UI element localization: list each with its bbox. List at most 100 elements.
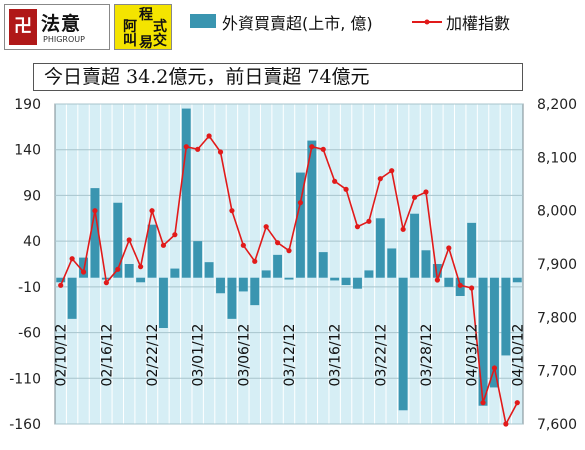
bar-net-buy-sell bbox=[250, 277, 260, 306]
logo2-char: 易 bbox=[139, 35, 153, 51]
legend-bar-swatch bbox=[190, 14, 216, 28]
x-axis-tick-label: 02/10/12 bbox=[54, 324, 70, 387]
chart-subtitle: 今日賣超 34.2億元，前日賣超 74億元 bbox=[33, 63, 523, 91]
x-axis-tick-label: 02/16/12 bbox=[99, 324, 115, 387]
index-point bbox=[503, 421, 509, 427]
index-point bbox=[377, 176, 383, 182]
index-point bbox=[138, 264, 144, 270]
index-point bbox=[80, 269, 87, 275]
index-point bbox=[126, 237, 132, 243]
bar-net-buy-sell bbox=[56, 277, 66, 283]
index-point bbox=[400, 226, 406, 232]
index-point bbox=[514, 400, 520, 406]
index-point bbox=[274, 240, 281, 246]
index-point bbox=[58, 282, 64, 288]
index-point bbox=[491, 365, 498, 371]
index-point bbox=[286, 248, 292, 254]
index-point bbox=[160, 242, 167, 248]
right-axis-tick-label: 7,900 bbox=[537, 257, 577, 273]
legend-bar-label: 外資買賣超(上市, 億) bbox=[222, 14, 373, 33]
index-point bbox=[389, 168, 395, 174]
index-point bbox=[103, 280, 109, 286]
bar-net-buy-sell bbox=[227, 277, 237, 319]
bar-net-buy-sell bbox=[90, 188, 100, 278]
logo2-char: 程 bbox=[139, 7, 153, 23]
bar-net-buy-sell bbox=[158, 277, 168, 328]
bar-net-buy-sell bbox=[444, 277, 454, 287]
bar-net-buy-sell bbox=[432, 264, 442, 278]
bar-net-buy-sell bbox=[307, 140, 317, 278]
bar-net-buy-sell bbox=[341, 277, 351, 286]
left-axis-tick-label: 40 bbox=[23, 234, 41, 250]
index-point bbox=[423, 189, 429, 195]
bar-net-buy-sell bbox=[512, 277, 522, 283]
index-point bbox=[411, 194, 418, 200]
bar-net-buy-sell bbox=[273, 254, 283, 278]
right-axis-tick-label: 7,800 bbox=[537, 310, 577, 326]
index-point bbox=[252, 258, 258, 264]
index-point bbox=[332, 178, 338, 184]
bar-net-buy-sell bbox=[421, 250, 431, 278]
logo2-char: 式 bbox=[153, 19, 167, 35]
left-axis-tick-label: 190 bbox=[14, 97, 41, 113]
index-point bbox=[366, 218, 372, 224]
index-point bbox=[69, 256, 75, 262]
index-point bbox=[309, 144, 315, 150]
bar-net-buy-sell bbox=[490, 277, 499, 388]
x-axis-tick-label: 03/16/12 bbox=[328, 324, 344, 387]
bar-net-buy-sell bbox=[170, 268, 180, 278]
bar-net-buy-sell bbox=[467, 222, 477, 278]
x-axis-tick-label: 03/22/12 bbox=[373, 324, 389, 387]
x-axis-tick-label: 03/06/12 bbox=[236, 324, 252, 387]
left-axis-tick-label: -110 bbox=[9, 371, 41, 387]
left-axis-tick-label: -60 bbox=[18, 326, 41, 342]
index-point bbox=[480, 400, 486, 406]
bar-net-buy-sell bbox=[410, 213, 420, 278]
bar-net-buy-sell bbox=[387, 248, 397, 278]
index-point bbox=[115, 266, 121, 272]
bar-net-buy-sell bbox=[284, 277, 294, 280]
index-point bbox=[320, 146, 326, 152]
bar-net-buy-sell bbox=[193, 241, 203, 278]
index-point bbox=[229, 208, 235, 214]
x-axis-tick-label: 04/03/12 bbox=[465, 324, 481, 387]
bar-net-buy-sell bbox=[124, 264, 134, 278]
x-axis-tick-label: 04/10/12 bbox=[510, 324, 526, 387]
right-axis-tick-label: 8,000 bbox=[537, 204, 577, 220]
bar-net-buy-sell bbox=[181, 108, 191, 278]
right-axis-tick-label: 8,200 bbox=[537, 97, 577, 113]
index-point bbox=[457, 282, 463, 288]
index-point bbox=[149, 208, 155, 214]
bar-net-buy-sell bbox=[295, 172, 305, 278]
index-point bbox=[434, 277, 440, 283]
bar-net-buy-sell bbox=[398, 277, 408, 411]
left-axis-tick-label: 90 bbox=[23, 188, 41, 204]
phigroup-logo: 卍 法意 PHIGROUP bbox=[4, 4, 110, 50]
bar-net-buy-sell bbox=[261, 270, 271, 278]
bar-net-buy-sell bbox=[375, 218, 385, 278]
left-axis-tick-label: -160 bbox=[9, 417, 41, 433]
x-axis-tick-label: 02/22/12 bbox=[145, 324, 161, 387]
bar-net-buy-sell bbox=[238, 277, 248, 292]
x-axis-tick-label: 03/01/12 bbox=[191, 324, 207, 387]
bar-net-buy-sell bbox=[204, 262, 214, 278]
logo2-char: 阿 bbox=[123, 19, 137, 35]
bar-net-buy-sell bbox=[353, 277, 362, 289]
bar-net-buy-sell bbox=[136, 277, 146, 283]
index-point bbox=[469, 285, 475, 291]
index-point bbox=[206, 133, 212, 139]
x-axis-tick-label: 03/28/12 bbox=[419, 324, 435, 387]
bar-net-buy-sell bbox=[318, 252, 328, 278]
legend-line-swatch bbox=[412, 19, 442, 25]
left-axis-tick-label: 140 bbox=[14, 143, 41, 159]
index-point bbox=[195, 146, 201, 152]
index-point bbox=[297, 200, 304, 206]
left-axis-tick-label: -10 bbox=[18, 280, 41, 296]
right-axis-tick-label: 8,100 bbox=[537, 150, 577, 166]
bar-net-buy-sell bbox=[147, 224, 157, 278]
index-point bbox=[92, 208, 98, 214]
logo2-char: 交 bbox=[153, 33, 167, 49]
index-point bbox=[240, 242, 246, 248]
index-point bbox=[343, 186, 349, 192]
right-axis-tick-label: 7,700 bbox=[537, 364, 577, 380]
